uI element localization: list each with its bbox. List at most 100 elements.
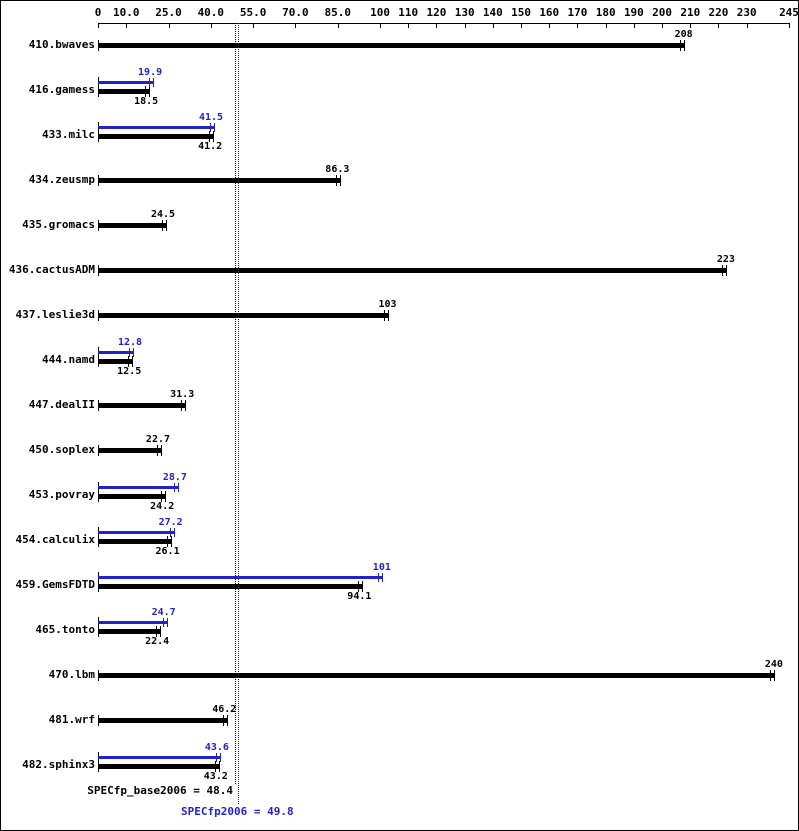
- benchmark-name: 459.GemsFDTD: [15, 578, 95, 591]
- base-bar-end-tick: [132, 356, 134, 367]
- peak-value-label: 43.6: [204, 742, 229, 753]
- benchmark-name: 416.gamess: [28, 83, 95, 96]
- base-bar: [98, 584, 364, 589]
- base-bar-run-tick: [156, 626, 158, 637]
- base-value-label: 24.5: [151, 209, 176, 220]
- base-bar: [98, 223, 168, 228]
- bar-axis-stub: [98, 527, 99, 547]
- base-value-label: 240: [764, 659, 783, 670]
- benchmark-name: 410.bwaves: [28, 38, 95, 51]
- base-value-label: 26.1: [155, 546, 180, 557]
- base-bar-run-tick: [209, 131, 211, 142]
- base-value-label: 24.2: [150, 501, 175, 512]
- peak-bar-run-tick: [173, 483, 175, 492]
- x-axis-tick-mark: [549, 23, 550, 28]
- base-bar-end-tick: [340, 175, 342, 186]
- x-axis-tick-mark: [521, 23, 522, 28]
- base-bar-run-tick: [166, 536, 168, 547]
- x-axis-tick-label: 70.0: [282, 6, 309, 19]
- base-value-label: 86.3: [325, 164, 350, 175]
- peak-bar: [98, 351, 135, 354]
- x-axis-tick-mark: [690, 23, 691, 28]
- peak-bar-run-tick: [129, 348, 131, 357]
- base-bar-end-tick: [160, 626, 162, 637]
- peak-bar-end-tick: [177, 483, 179, 492]
- peak-bar: [98, 621, 168, 624]
- peak-bar: [98, 531, 175, 534]
- benchmark-name: 447.dealII: [28, 398, 95, 411]
- peak-bar-end-tick: [166, 618, 168, 627]
- peak-value-label: 28.7: [162, 472, 187, 483]
- base-bar: [98, 539, 172, 544]
- x-axis-tick-mark: [408, 23, 409, 28]
- x-axis-tick-mark: [338, 23, 339, 28]
- base-bar-end-tick: [227, 715, 229, 726]
- base-bar-run-tick: [161, 491, 163, 502]
- x-axis-tick-label: 130: [454, 6, 475, 19]
- base-value-label: 18.5: [134, 96, 159, 107]
- x-axis-tick-label: 200: [652, 6, 673, 19]
- x-axis-tick-label: 120: [426, 6, 447, 19]
- base-bar-run-tick: [223, 715, 225, 726]
- bar-axis-stub: [98, 77, 99, 97]
- base-bar-run-tick: [336, 175, 338, 186]
- peak-bar-end-tick: [153, 78, 155, 87]
- bar-axis-stub: [98, 617, 99, 637]
- x-axis-tick-label: 190: [623, 6, 644, 19]
- peak-bar-run-tick: [210, 123, 212, 132]
- base-bar: [98, 359, 134, 364]
- base-value-label: 46.2: [212, 704, 237, 715]
- base-bar-end-tick: [218, 761, 220, 772]
- x-axis-tick-mark: [169, 23, 170, 28]
- peak-value-label: 24.7: [151, 607, 176, 618]
- peak-value-label: 27.2: [158, 517, 183, 528]
- benchmark-name: 450.soplex: [28, 443, 95, 456]
- base-mean-line: [235, 23, 236, 784]
- base-value-label: 43.2: [203, 771, 228, 782]
- peak-mean-line: [238, 23, 239, 804]
- x-axis-tick-mark: [747, 23, 748, 28]
- base-bar-run-tick: [214, 761, 216, 772]
- x-axis-tick-label: 110: [398, 6, 419, 19]
- bar-axis-stub: [98, 347, 99, 367]
- base-bar-end-tick: [149, 86, 151, 97]
- bar-axis-stub: [98, 482, 99, 502]
- x-axis-tick-mark: [577, 23, 578, 28]
- x-axis-tick-label: 55.0: [239, 6, 267, 19]
- x-axis-tick-label: 0: [94, 6, 102, 19]
- x-axis-tick-mark: [606, 23, 607, 28]
- benchmark-name: 454.calculix: [15, 533, 95, 546]
- peak-bar-end-tick: [173, 528, 175, 537]
- x-axis-tick-label: 40.0: [197, 6, 225, 19]
- base-bar: [98, 448, 163, 453]
- benchmark-name: 465.tonto: [35, 623, 95, 636]
- base-bar: [98, 268, 727, 273]
- benchmark-name: 436.cactusADM: [8, 263, 95, 276]
- peak-bar-run-tick: [377, 573, 379, 582]
- peak-value-label: 41.5: [198, 112, 224, 123]
- base-bar-run-tick: [157, 445, 159, 456]
- base-mean-label: SPECfp_base2006 = 48.4: [87, 784, 233, 797]
- bar-axis-stub: [98, 752, 99, 772]
- x-axis-tick-mark: [662, 23, 663, 28]
- base-value-label: 31.3: [170, 389, 195, 400]
- peak-value-label: 19.9: [138, 67, 163, 78]
- x-axis-tick-label: 10.0: [112, 6, 140, 19]
- peak-bar-end-tick: [133, 348, 135, 357]
- base-bar-end-tick: [170, 536, 172, 547]
- base-bar-end-tick: [773, 670, 775, 681]
- x-axis-tick-label: 230: [736, 6, 757, 19]
- x-axis-tick-label: 180: [595, 6, 616, 19]
- peak-bar-run-tick: [149, 78, 151, 87]
- base-value-label: 12.5: [117, 366, 142, 377]
- base-value-label: 208: [674, 29, 693, 40]
- base-value-label: 22.7: [145, 434, 171, 445]
- x-axis-tick-mark: [211, 23, 212, 28]
- benchmark-name: 435.gromacs: [22, 218, 95, 231]
- peak-mean-label: SPECfp2006 = 49.8: [181, 805, 294, 818]
- base-bar: [98, 718, 229, 723]
- x-axis-tick-mark: [789, 23, 790, 28]
- base-bar-end-tick: [683, 40, 685, 51]
- base-bar: [98, 764, 220, 769]
